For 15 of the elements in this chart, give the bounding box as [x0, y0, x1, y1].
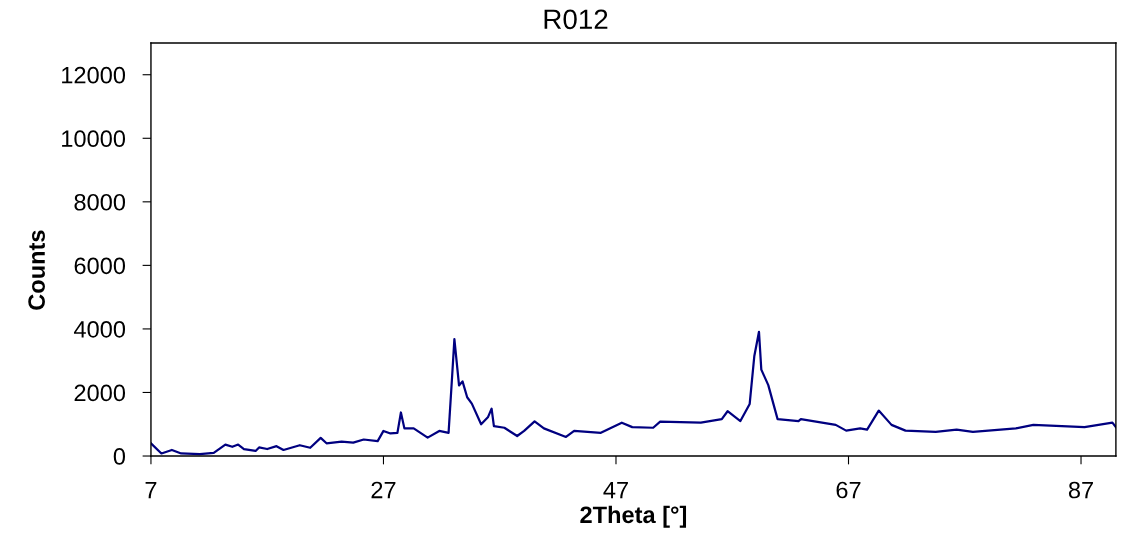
x-tick-label: 47: [603, 481, 628, 499]
x-tick-label: 27: [371, 481, 396, 499]
x-axis-title: 2Theta [°]: [580, 505, 687, 528]
y-axis-title: Counts: [28, 230, 45, 310]
y-tick-label: 2000: [74, 384, 126, 402]
x-tick-label: 7: [145, 481, 157, 499]
y-tick-label: 6000: [74, 257, 126, 275]
y-tick-label: 8000: [74, 193, 126, 211]
chart-title: R012: [544, 9, 608, 30]
y-tick-label: 0: [113, 448, 126, 465]
x-tick-label: 87: [1068, 481, 1093, 499]
x-tick-label: 67: [836, 481, 861, 499]
y-tick-label: 4000: [73, 320, 126, 338]
y-tick-label: 10000: [62, 130, 126, 148]
y-tick-label: 12000: [62, 66, 126, 84]
